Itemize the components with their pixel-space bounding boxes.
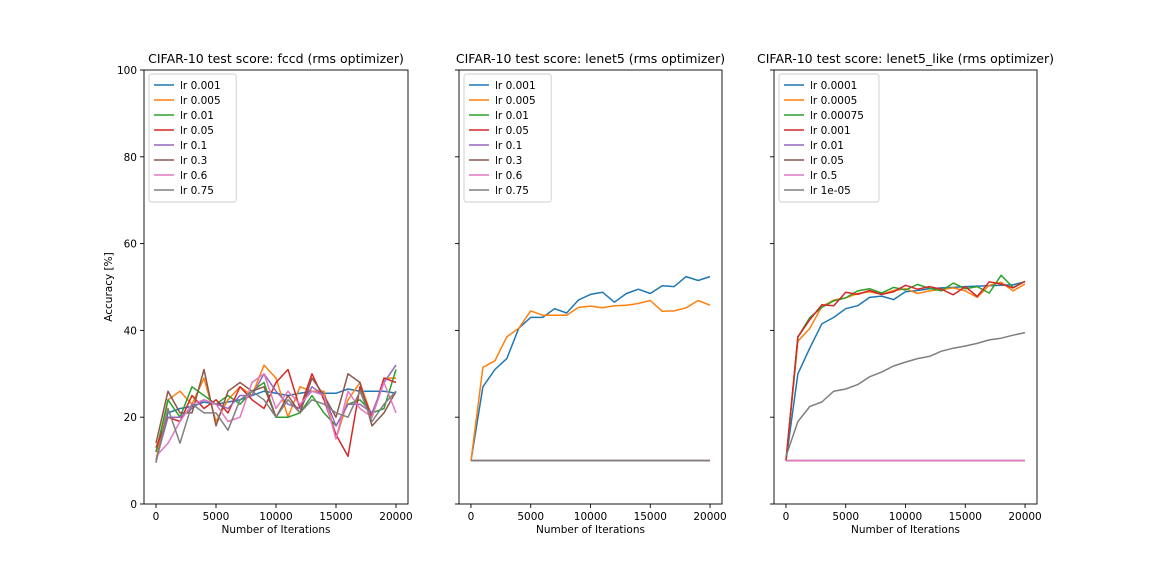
- series-line-1: [785, 281, 1026, 461]
- y-tick-label: 20: [124, 412, 137, 424]
- legend-entry: lr 0.6: [180, 170, 208, 182]
- x-tick-label: 0: [783, 511, 790, 523]
- x-tick-label: 10000: [259, 511, 292, 523]
- series-line-3: [785, 274, 1026, 461]
- legend-entry: lr 0.3: [495, 155, 522, 167]
- x-tick-label: 15000: [319, 511, 352, 523]
- x-tick-label: 5000: [517, 511, 544, 523]
- legend-entry: lr 0.05: [810, 155, 844, 167]
- y-tick-label: 60: [124, 239, 137, 251]
- y-tick-label: 80: [124, 152, 137, 164]
- x-tick-label: 20000: [693, 511, 726, 523]
- x-axis-label: Number of Iterations: [222, 524, 331, 536]
- series-line-8: [155, 390, 397, 463]
- legend-entry: lr 0.001: [810, 125, 851, 137]
- y-tick-label: 100: [117, 65, 137, 77]
- legend-entry: lr 0.00075: [810, 110, 864, 122]
- legend-entry: lr 0.001: [495, 80, 536, 92]
- legend-entry: lr 0.05: [180, 125, 214, 137]
- legend-entry: lr 0.005: [495, 95, 536, 107]
- legend-box: [148, 73, 237, 203]
- legend-entry: lr 0.0001: [810, 80, 857, 92]
- x-tick-label: 15000: [949, 511, 982, 523]
- chart-title: CIFAR-10 test score: lenet5_like (rms op…: [757, 51, 1054, 66]
- x-tick-label: 10000: [574, 511, 607, 523]
- chart-title: CIFAR-10 test score: lenet5 (rms optimiz…: [456, 51, 725, 66]
- legend-entry: lr 0.05: [495, 125, 529, 137]
- chart-panel-2: 0 5000 10000 15000 20000 CIFAR-10 test score:…: [455, 51, 727, 536]
- chart-panel-1: 0 5000 10000 15000 20000 0 20 40 60 80 100 CIFAR-10…: [103, 51, 413, 536]
- legend-entry: lr 0.005: [180, 95, 221, 107]
- series-line-7: [155, 373, 397, 457]
- x-tick-label: 5000: [832, 511, 859, 523]
- legend-box: [463, 73, 552, 203]
- legend-entry: lr 0.5: [810, 170, 837, 182]
- x-axis-label: Number of Iterations: [536, 524, 645, 536]
- x-tick-label: 0: [468, 511, 475, 523]
- x-tick-label: 5000: [203, 511, 230, 523]
- x-tick-label: 20000: [379, 511, 412, 523]
- legend-entry: lr 0.1: [180, 140, 207, 152]
- series-line-4: [785, 280, 1026, 461]
- y-tick-label: 40: [124, 325, 137, 337]
- legend-entry: lr 1e-05: [810, 185, 851, 197]
- y-axis-label: Accuracy [%]: [103, 252, 115, 321]
- x-tick-label: 0: [153, 511, 160, 523]
- series-line-2: [785, 281, 1026, 461]
- legend-entry: lr 0.01: [180, 110, 214, 122]
- legend-entry: lr 0.1: [495, 140, 522, 152]
- x-tick-label: 15000: [634, 511, 667, 523]
- series-line-8: [785, 331, 1026, 457]
- legend-entry: lr 0.75: [180, 185, 214, 197]
- legend-entry: lr 0.3: [180, 155, 207, 167]
- legend-entry: lr 0.75: [495, 185, 529, 197]
- legend-entry: lr 0.6: [495, 170, 523, 182]
- legend-entry: lr 0.01: [495, 110, 529, 122]
- chart-panel-3: 0 5000 10000 15000 20000 CIFAR-10 test score:…: [757, 51, 1054, 536]
- series-line-2: [470, 299, 711, 461]
- series-line-1: [155, 388, 397, 453]
- series-line-2: [155, 364, 396, 461]
- series-line-5: [155, 364, 397, 461]
- series-line-1: [470, 275, 711, 461]
- legend-entry: lr 0.0005: [810, 95, 857, 107]
- legend-entry: lr 0.01: [810, 140, 844, 152]
- x-tick-label: 10000: [889, 511, 922, 523]
- x-axis-label: Number of Iterations: [851, 524, 960, 536]
- legend-entry: lr 0.001: [180, 80, 221, 92]
- chart-title: CIFAR-10 test score: fccd (rms optimizer…: [148, 51, 404, 66]
- legend-box: [778, 73, 880, 203]
- x-tick-label: 20000: [1008, 511, 1041, 523]
- y-tick-label: 0: [130, 499, 137, 511]
